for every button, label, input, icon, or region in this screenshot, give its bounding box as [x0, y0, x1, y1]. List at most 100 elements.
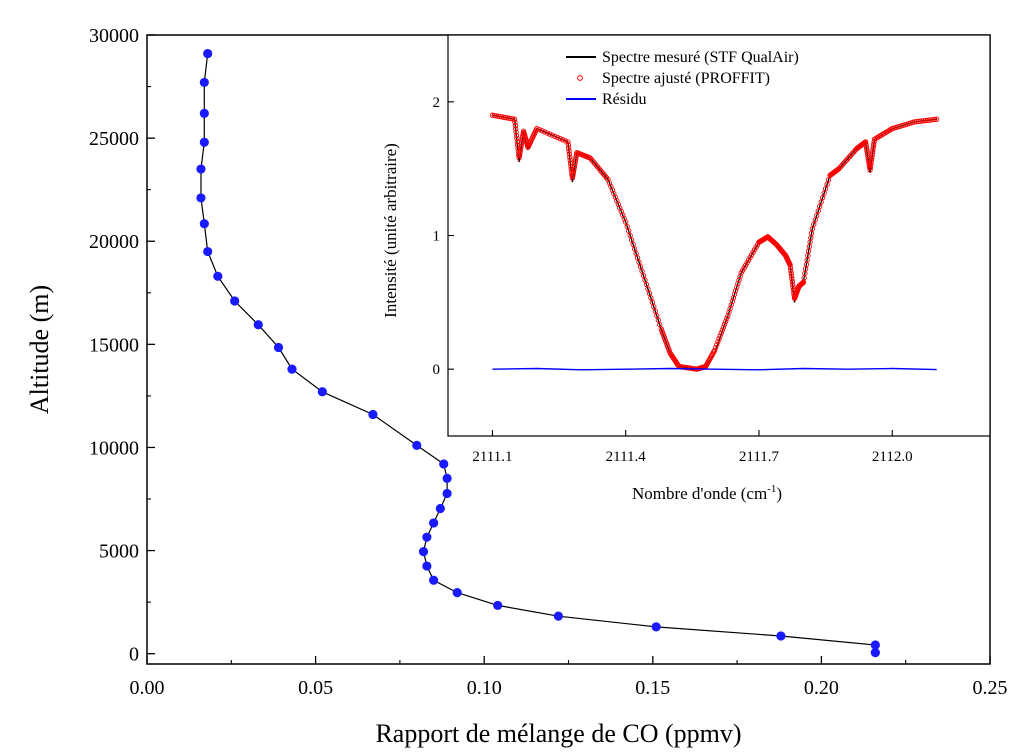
inset-x-axis-title: Nombre d'onde (cm-1) — [632, 483, 782, 503]
inset-fitted-point — [869, 149, 876, 155]
main-data-point — [199, 219, 209, 229]
inset-fitted-point — [731, 291, 738, 297]
main-data-point — [870, 640, 880, 650]
inset-fitted-point — [623, 219, 629, 225]
inset-fitted-point — [714, 342, 720, 348]
inset-fitted-point — [628, 237, 635, 243]
inset-x-tick-label: 2111.1 — [472, 449, 512, 465]
inset-fitted-point — [720, 324, 727, 330]
inset-fitted-point — [560, 137, 566, 143]
inset-fitted-point — [729, 298, 735, 305]
inset-fitted-point — [790, 284, 796, 290]
inset-fitted-point — [921, 118, 927, 124]
inset-fitted-point — [915, 118, 921, 125]
inset-fitted-point — [788, 270, 794, 276]
inset-fitted-point — [868, 157, 875, 163]
inset-fitted-point — [711, 347, 718, 354]
main-y-axis: 0 5000 10000 15000 20000 25000 30000 — [89, 25, 155, 666]
inset-fitted-point — [724, 315, 730, 322]
inset-fitted-point — [554, 134, 561, 141]
inset-fitted-point — [651, 304, 657, 310]
inset-y-axis: 0 1 2 — [433, 95, 454, 378]
inset-fitted-point — [871, 141, 877, 148]
inset-fitted-point — [544, 130, 550, 136]
main-data-point — [199, 77, 209, 88]
inset-fitted-point — [741, 265, 747, 271]
inset-fitted-point — [557, 135, 563, 142]
inset-fitted-point — [568, 163, 574, 169]
inset-fitted-point — [633, 250, 639, 256]
inset-fitted-point — [567, 157, 573, 163]
inset-fitted-point — [788, 267, 794, 274]
inset-fitted-point — [634, 255, 641, 261]
inset-fitted-point — [725, 313, 731, 319]
inset-fitted-point — [869, 154, 875, 160]
inset-fitted-point — [928, 117, 934, 123]
main-data-point — [203, 246, 213, 257]
main-x-axis: 0.00 0.05 0.10 0.15 0.20 0.25 — [130, 656, 1008, 699]
main-data-point — [435, 503, 445, 514]
main-data-point — [553, 611, 563, 621]
inset-fitted-point — [787, 262, 793, 268]
main-data-point — [196, 164, 206, 174]
main-data-point — [422, 532, 432, 542]
inset-fitted-point — [511, 116, 518, 122]
main-y-tick-label: 30000 — [89, 25, 139, 47]
inset-fitted-point — [547, 131, 553, 137]
inset-x-tick-label: 2111.4 — [606, 449, 647, 465]
main-data-point — [870, 648, 880, 658]
inset-y-tick-label: 0 — [433, 362, 441, 378]
inset-y-tick-label: 1 — [433, 229, 441, 245]
main-x-tick-label: 0.00 — [130, 677, 165, 699]
inset-fitted-point — [750, 249, 756, 256]
main-x-tick-label: 0.25 — [973, 677, 1008, 699]
main-x-tick-label: 0.20 — [804, 677, 839, 699]
main-data-point — [429, 575, 439, 585]
inset-fitted-point — [747, 254, 753, 261]
inset-fitted-point — [719, 327, 725, 333]
main-x-tick-label: 0.10 — [467, 677, 502, 699]
inset-x-axis: 2111.1 2111.4 2111.7 2112.0 — [472, 430, 913, 465]
inset-fitted-point — [513, 129, 519, 135]
inset-fitted-point — [649, 299, 656, 305]
inset-fitted-point — [715, 339, 721, 345]
inset-fitted-point — [513, 132, 520, 139]
inset-y-axis-title: Intensité (unité arbitraire) — [381, 143, 400, 318]
legend-marker-fitted — [577, 75, 583, 81]
inset-fitted-point — [930, 117, 936, 123]
inset-legend: Spectre mesuré (STF QualAir) Spectre ajus… — [566, 49, 799, 108]
main-data-point — [287, 364, 297, 374]
inset-fitted-point — [624, 223, 630, 230]
inset-fitted-point — [627, 232, 633, 239]
inset-fitted-point — [788, 273, 795, 279]
inset-fitted-point — [818, 199, 824, 205]
inset-fitted-point — [734, 284, 740, 290]
inset-fitted-point — [727, 305, 733, 312]
inset-x-tick-label: 2112.0 — [872, 449, 913, 465]
main-data-point — [442, 488, 452, 499]
inset-fitted-point — [870, 144, 877, 150]
inset-fitted-point — [926, 117, 932, 123]
main-data-point — [776, 631, 786, 641]
legend-label: Spectre mesuré (STF QualAir) — [602, 49, 799, 66]
inset-fitted-point — [789, 278, 795, 285]
main-data-point — [317, 387, 327, 397]
inset-fitted-point — [834, 167, 841, 173]
inset-fitted-point — [646, 290, 653, 297]
inset-fitted-point — [642, 277, 648, 283]
main-data-point — [651, 622, 661, 632]
inset-fitted-point — [748, 252, 755, 258]
inset-fitted-point — [869, 151, 875, 158]
inset-chart: 2111.1 2111.4 2111.7 2112.0 0 1 2 Nombre d'on… — [381, 34, 991, 503]
inset-fitted-point — [870, 146, 876, 153]
inset-fitted-point — [868, 159, 874, 165]
inset-fitted-point — [820, 194, 826, 201]
inset-fitted-point — [790, 281, 796, 288]
inset-fitted-point — [913, 119, 919, 125]
inset-fitted-point — [789, 276, 795, 282]
inset-series-residual — [492, 367, 937, 371]
main-y-tick-label: 5000 — [99, 541, 139, 563]
inset-fitted-point — [737, 273, 743, 280]
inset-fitted-point — [787, 265, 794, 271]
